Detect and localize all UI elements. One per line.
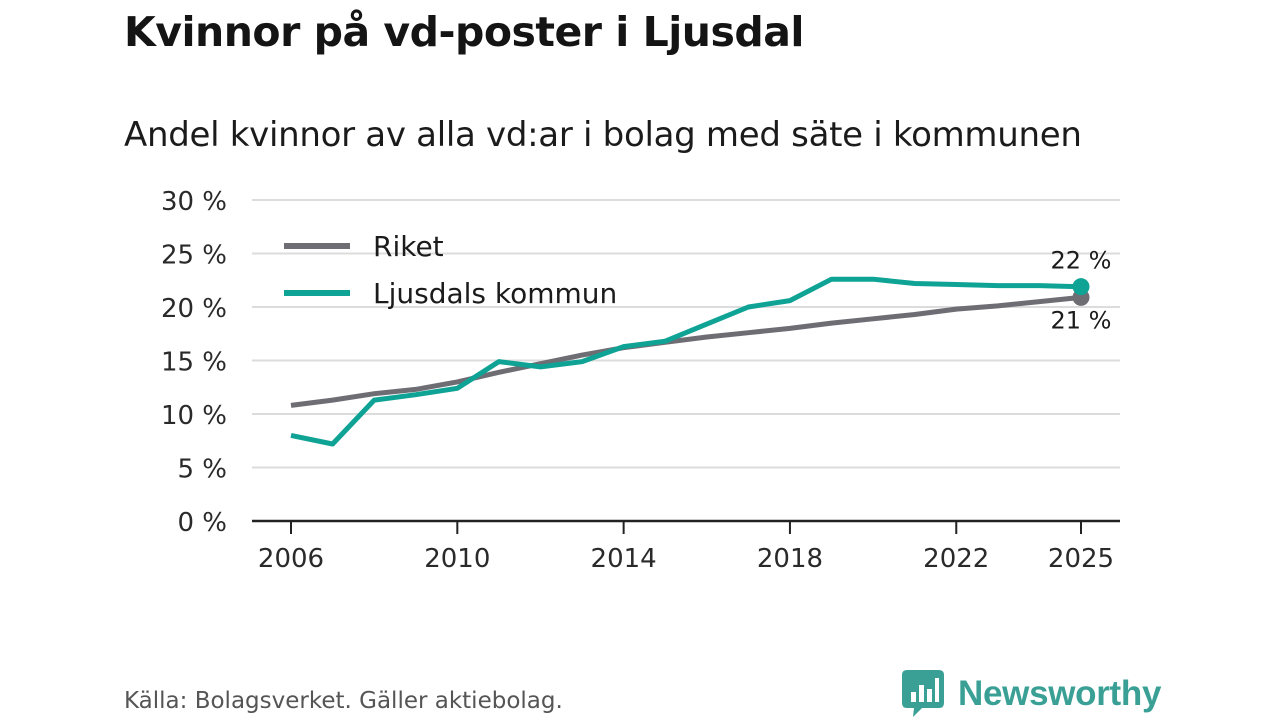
end-marker-ljusdal <box>1072 278 1090 296</box>
x-tick-label: 2025 <box>1048 544 1114 574</box>
series-line-ljusdal <box>290 276 1082 447</box>
y-tick-label: 0 % <box>177 508 227 538</box>
y-tick-label: 20 % <box>161 294 227 324</box>
newsworthy-brand: Newsworthy <box>902 670 1161 718</box>
chart-subtitle: Andel kvinnor av alla vd:ar i bolag med … <box>124 115 1082 155</box>
end-label-riket: 21 % <box>1051 306 1112 334</box>
y-tick-label: 25 % <box>161 241 227 271</box>
newsworthy-logo-icon <box>902 670 944 717</box>
x-tick-label: 2006 <box>258 544 324 574</box>
y-axis-tick-labels: 0 % 5 % 10 % 15 % 20 % 25 % 30 % <box>161 187 227 538</box>
end-label-ljusdal: 22 % <box>1051 247 1112 275</box>
x-tick-label: 2018 <box>757 544 823 574</box>
x-axis <box>252 519 1120 534</box>
y-tick-label: 10 % <box>161 401 227 431</box>
x-axis-tick-labels: 2006 2010 2014 2018 2022 2025 <box>258 544 1114 574</box>
chart-title: Kvinnor på vd-poster i Ljusdal <box>124 8 804 56</box>
brand-name: Newsworthy <box>958 674 1162 713</box>
y-tick-label: 15 % <box>161 348 227 378</box>
series-line-riket <box>290 294 1082 408</box>
source-note: Källa: Bolagsverket. Gäller aktiebolag. <box>124 688 563 714</box>
x-tick-label: 2014 <box>591 544 657 574</box>
y-tick-label: 30 % <box>161 187 227 217</box>
end-labels: 21 % 22 % <box>1051 247 1112 335</box>
legend: Riket Ljusdals kommun <box>284 230 617 310</box>
series-lines <box>290 276 1090 447</box>
legend-label-riket: Riket <box>373 230 444 263</box>
y-tick-label: 5 % <box>177 455 227 485</box>
x-tick-label: 2022 <box>923 544 989 574</box>
x-tick-label: 2010 <box>424 544 490 574</box>
legend-label-ljusdal: Ljusdals kommun <box>373 277 617 310</box>
